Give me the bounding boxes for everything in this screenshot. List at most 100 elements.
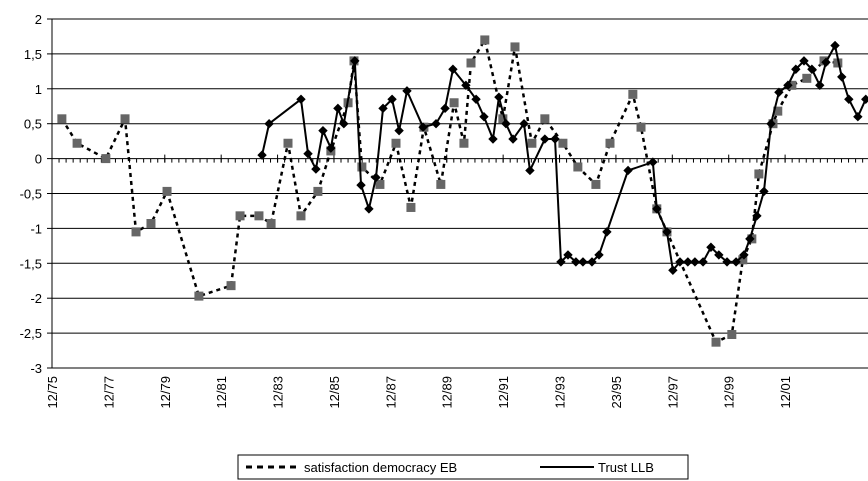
legend-box [237, 454, 689, 480]
marker [508, 134, 518, 144]
marker [525, 165, 535, 176]
marker [296, 94, 306, 104]
marker [459, 138, 469, 148]
marker [283, 138, 293, 148]
marker [791, 64, 801, 74]
marker [303, 149, 313, 159]
marker [556, 257, 566, 267]
marker [418, 122, 428, 132]
x-tick-label: 23/95 [609, 376, 624, 409]
marker [587, 257, 597, 267]
y-tick-label: 1,5 [24, 47, 42, 62]
marker [636, 122, 646, 132]
marker [861, 94, 868, 104]
marker [766, 118, 776, 129]
marker [510, 42, 520, 52]
y-tick-label: 0 [35, 152, 42, 167]
marker [623, 165, 633, 176]
marker [431, 118, 441, 129]
series-line [261, 42, 867, 273]
marker [339, 118, 349, 129]
marker [668, 265, 678, 275]
marker [675, 257, 685, 267]
x-tick-label: 12/97 [665, 376, 680, 409]
marker [57, 114, 67, 124]
marker [311, 164, 321, 174]
y-tick-label: 0,5 [24, 117, 42, 132]
marker [807, 64, 817, 74]
y-tick-label: -1 [30, 221, 42, 236]
marker [759, 186, 769, 197]
marker [594, 250, 604, 260]
marker [628, 89, 638, 99]
marker [662, 227, 672, 237]
marker [830, 40, 840, 51]
marker [318, 125, 328, 136]
y-tick-label: 1 [35, 82, 42, 97]
x-tick-label: 12/75 [45, 376, 60, 409]
marker [488, 134, 498, 144]
marker [194, 291, 204, 301]
marker [146, 219, 156, 229]
y-tick-label: -2 [30, 291, 42, 306]
marker [563, 250, 573, 260]
y-tick-label: 2 [35, 12, 42, 27]
marker [837, 72, 847, 82]
marker [706, 242, 716, 252]
marker [333, 103, 343, 114]
marker [727, 329, 737, 339]
marker [378, 103, 388, 114]
marker [448, 64, 458, 74]
marker [466, 58, 476, 68]
marker [550, 134, 560, 144]
marker [815, 80, 825, 91]
marker [774, 87, 784, 97]
legend-label: Trust LLB [598, 460, 654, 475]
marker [754, 169, 764, 179]
marker [357, 162, 367, 172]
x-tick-label: 12/81 [214, 376, 229, 409]
marker [752, 211, 762, 221]
marker [350, 56, 360, 66]
marker [711, 337, 721, 347]
marker [257, 150, 267, 160]
marker [387, 94, 397, 104]
marker [494, 92, 504, 102]
marker [371, 172, 381, 183]
marker [683, 257, 693, 267]
marker [101, 154, 111, 164]
marker [602, 227, 612, 237]
marker [558, 138, 568, 148]
marker [402, 86, 412, 96]
marker [226, 281, 236, 291]
x-tick-label: 12/99 [722, 376, 737, 409]
marker [722, 257, 732, 267]
marker [162, 186, 172, 196]
marker [235, 211, 245, 221]
marker [739, 250, 749, 260]
marker [648, 157, 658, 167]
marker [480, 35, 490, 45]
marker [731, 257, 741, 267]
marker [479, 112, 489, 122]
marker [571, 257, 581, 267]
marker [72, 138, 82, 148]
marker [573, 162, 583, 172]
marker [313, 186, 323, 196]
marker [501, 118, 511, 129]
x-tick-label: 12/93 [553, 376, 568, 409]
x-tick-label: 12/91 [496, 376, 511, 409]
marker [853, 112, 863, 122]
marker [821, 57, 831, 67]
marker [527, 138, 537, 148]
x-tick-label: 12/87 [383, 376, 398, 409]
y-tick-label: -2,5 [20, 326, 42, 341]
marker [605, 138, 615, 148]
marker [391, 138, 401, 148]
marker [264, 118, 274, 129]
x-tick-label: 12/77 [101, 376, 116, 409]
marker [326, 143, 336, 153]
x-tick-label: 12/79 [158, 376, 173, 409]
marker [652, 204, 662, 214]
